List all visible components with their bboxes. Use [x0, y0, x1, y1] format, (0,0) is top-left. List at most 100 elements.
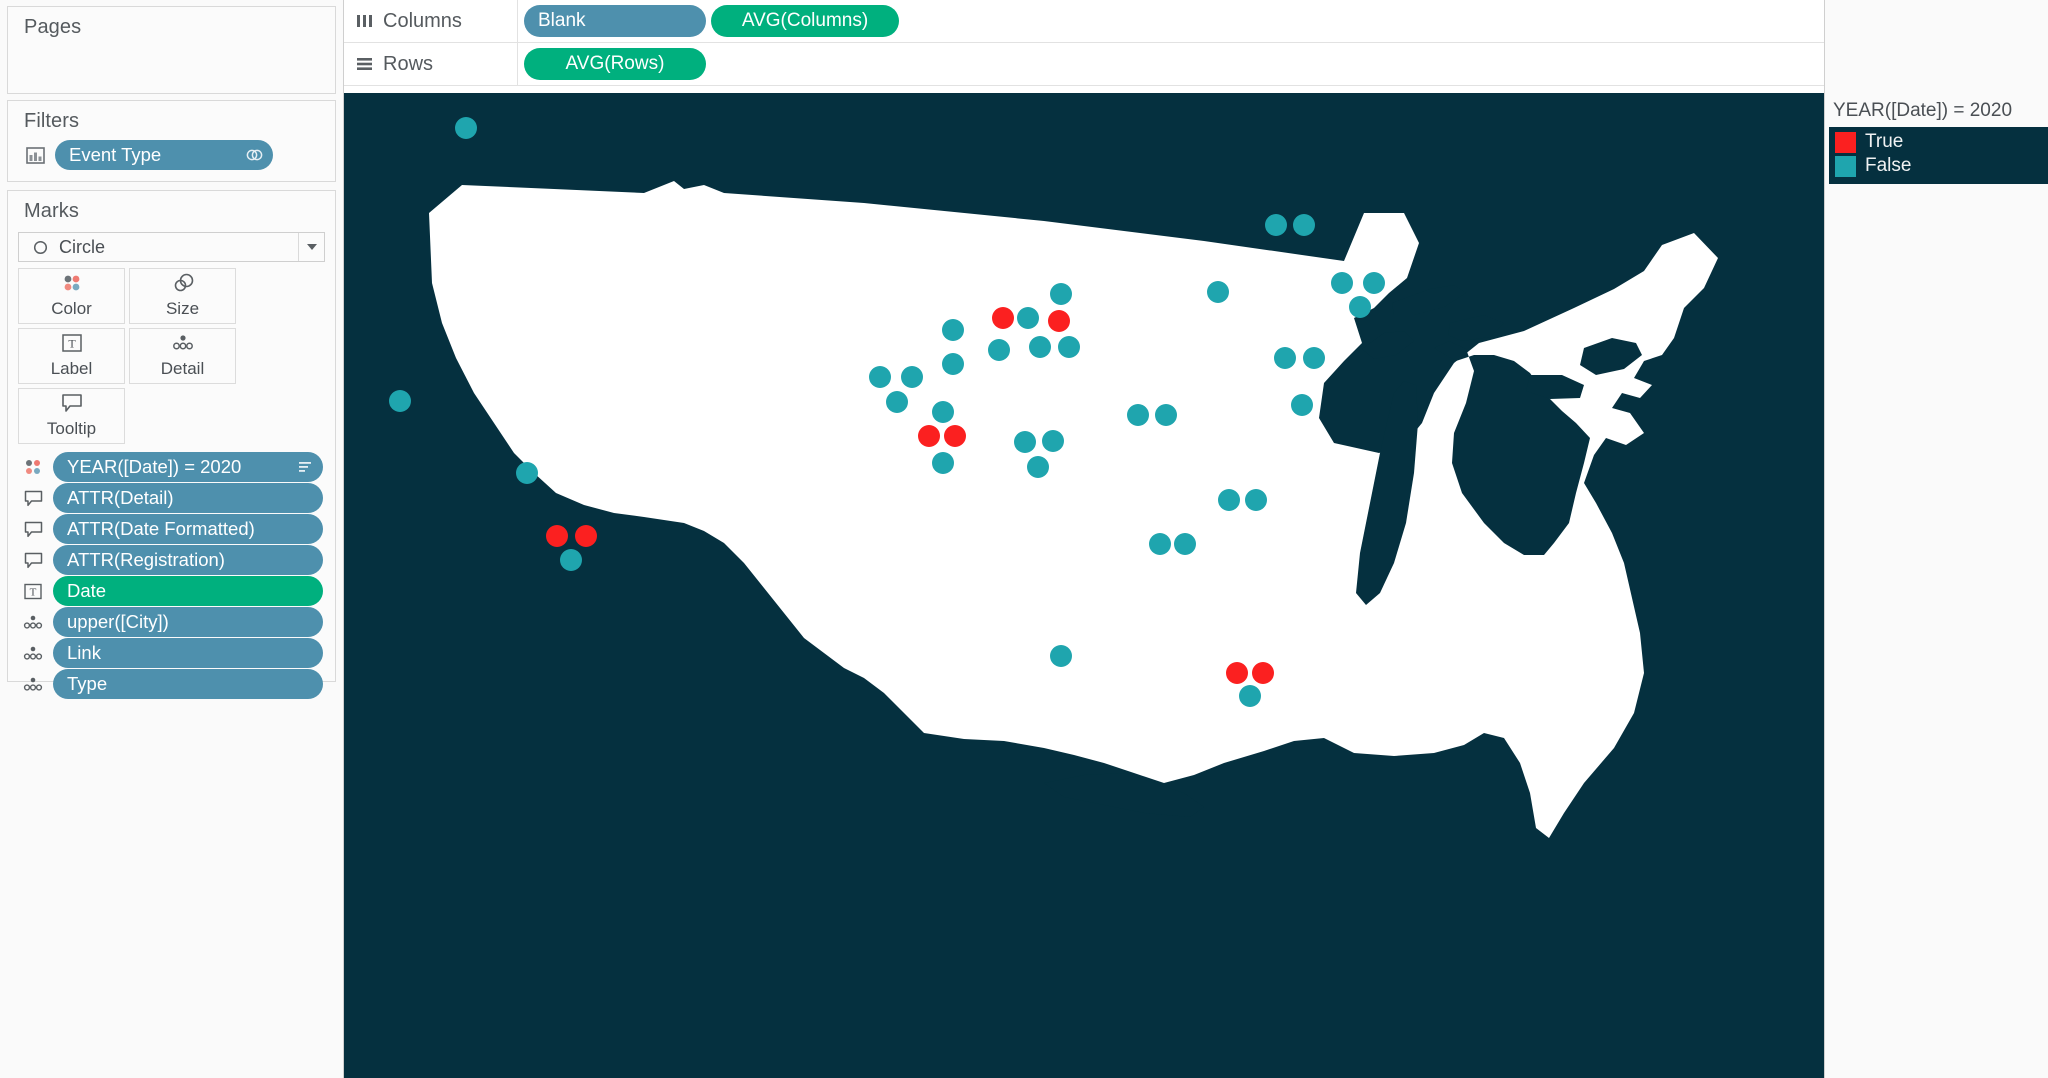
map-mark[interactable] [1207, 281, 1229, 303]
map-mark[interactable] [1239, 685, 1261, 707]
map-marks-layer[interactable] [389, 117, 1385, 707]
marks-size-button[interactable]: Size [129, 268, 236, 324]
map-mark[interactable] [1349, 296, 1371, 318]
map-mark[interactable] [1042, 430, 1064, 452]
shelf-pill-avg-rows[interactable]: AVG(Rows) [524, 48, 706, 80]
marks-pill-row: Link [8, 638, 335, 668]
legend-swatch-false[interactable] [1835, 155, 1856, 177]
map-mark[interactable] [1174, 533, 1196, 555]
map-mark[interactable] [992, 307, 1014, 329]
map-mark[interactable] [886, 391, 908, 413]
marks-card: Marks Circle [7, 190, 336, 699]
map-mark[interactable] [1050, 645, 1072, 667]
marks-pill-attr-registration[interactable]: ATTR(Registration) [53, 545, 323, 575]
mark-type-select[interactable]: Circle [18, 232, 325, 262]
marks-color-button[interactable]: Color [18, 268, 125, 324]
map-mark[interactable] [918, 425, 940, 447]
marks-pill-list: YEAR([Date]) = 2020 [8, 444, 335, 699]
pages-title: Pages [24, 16, 82, 38]
map-mark[interactable] [869, 366, 891, 388]
coastline-detail [1044, 773, 1204, 817]
marks-pill-link[interactable]: Link [53, 638, 323, 668]
map-mark[interactable] [1226, 662, 1248, 684]
marks-label-button[interactable]: T Label [18, 328, 125, 384]
map-mark[interactable] [932, 452, 954, 474]
map-mark[interactable] [1291, 394, 1313, 416]
map-mark[interactable] [1027, 456, 1049, 478]
pages-dropzone[interactable] [8, 45, 335, 93]
map-mark[interactable] [1050, 283, 1072, 305]
map-mark[interactable] [1017, 307, 1039, 329]
marks-pill-date[interactable]: Date [53, 576, 323, 606]
size-icon [170, 269, 196, 297]
map-mark[interactable] [455, 117, 477, 139]
map-mark[interactable] [1265, 214, 1287, 236]
map-mark[interactable] [944, 425, 966, 447]
marks-detail-button[interactable]: Detail [129, 328, 236, 384]
map-mark[interactable] [1245, 489, 1267, 511]
legend-swatch-true[interactable] [1835, 131, 1856, 153]
marks-tooltip-label: Tooltip [46, 419, 97, 438]
map-mark[interactable] [1293, 214, 1315, 236]
map-mark[interactable] [1331, 272, 1353, 294]
legend-item-false[interactable]: False [1829, 154, 2048, 178]
map-mark[interactable] [1048, 310, 1070, 332]
filters-title: Filters [24, 110, 80, 132]
map-mark[interactable] [389, 390, 411, 412]
map-mark[interactable] [1149, 533, 1171, 555]
map-mark[interactable] [988, 339, 1010, 361]
map-mark[interactable] [1363, 272, 1385, 294]
context-filter-icon[interactable] [246, 148, 263, 163]
rows-shelf[interactable]: Rows AVG(Rows) [344, 42, 2048, 86]
map-mark[interactable] [560, 549, 582, 571]
filter-pill-label: Event Type [69, 144, 162, 165]
map-mark[interactable] [1155, 404, 1177, 426]
shelf-area: Columns Blank AVG(Columns) [344, 0, 2048, 92]
marks-tooltip-button[interactable]: Tooltip [18, 388, 125, 444]
map-mark[interactable] [546, 525, 568, 547]
marks-pill-attr-detail[interactable]: ATTR(Detail) [53, 483, 323, 513]
sort-icon[interactable] [298, 460, 314, 474]
marks-pill-label: upper([City]) [67, 611, 169, 632]
legend-title: YEAR([Date]) = 2020 [1829, 98, 2048, 127]
legend-item-true[interactable]: True [1829, 130, 2048, 154]
marks-group-true [546, 307, 1274, 684]
tooltip-icon [20, 549, 46, 571]
map-mark[interactable] [1303, 347, 1325, 369]
marks-pill-type[interactable]: Type [53, 669, 323, 699]
map-mark[interactable] [942, 353, 964, 375]
map-mark[interactable] [1058, 336, 1080, 358]
shelf-pill-blank[interactable]: Blank [524, 5, 706, 37]
detail-icon [170, 329, 196, 357]
map-mark[interactable] [575, 525, 597, 547]
columns-shelf[interactable]: Columns Blank AVG(Columns) [344, 0, 2048, 43]
marks-pill-attr-date-formatted[interactable]: ATTR(Date Formatted) [53, 514, 323, 544]
label-icon: T [61, 329, 83, 357]
filter-pill-event-type[interactable]: Event Type [55, 140, 273, 170]
map-mark[interactable] [1274, 347, 1296, 369]
shelf-pill-avg-columns[interactable]: AVG(Columns) [711, 5, 899, 37]
marks-label-label: Label [50, 359, 93, 378]
marks-pill-label: Type [67, 673, 108, 694]
left-shelf-panel: Pages Filters Event Type [0, 0, 344, 1078]
marks-group-false [389, 117, 1385, 707]
marks-pill-year-date[interactable]: YEAR([Date]) = 2020 [53, 452, 323, 482]
chevron-down-icon[interactable] [298, 233, 324, 261]
map-mark[interactable] [1127, 404, 1149, 426]
us-map[interactable] [344, 93, 1824, 1078]
svg-text:T: T [30, 586, 37, 598]
mark-type-label: Circle [59, 236, 106, 257]
map-viz-canvas[interactable] [344, 93, 1824, 1078]
map-mark[interactable] [1029, 336, 1051, 358]
marks-pill-upper-city[interactable]: upper([City]) [53, 607, 323, 637]
map-mark[interactable] [942, 319, 964, 341]
map-mark[interactable] [516, 462, 538, 484]
map-mark[interactable] [1252, 662, 1274, 684]
marks-pill-label: ATTR(Registration) [67, 549, 225, 570]
map-mark[interactable] [901, 366, 923, 388]
map-mark[interactable] [932, 401, 954, 423]
label-icon: T [20, 580, 46, 602]
map-mark[interactable] [1014, 431, 1036, 453]
marks-pill-label: ATTR(Date Formatted) [67, 518, 255, 539]
map-mark[interactable] [1218, 489, 1240, 511]
